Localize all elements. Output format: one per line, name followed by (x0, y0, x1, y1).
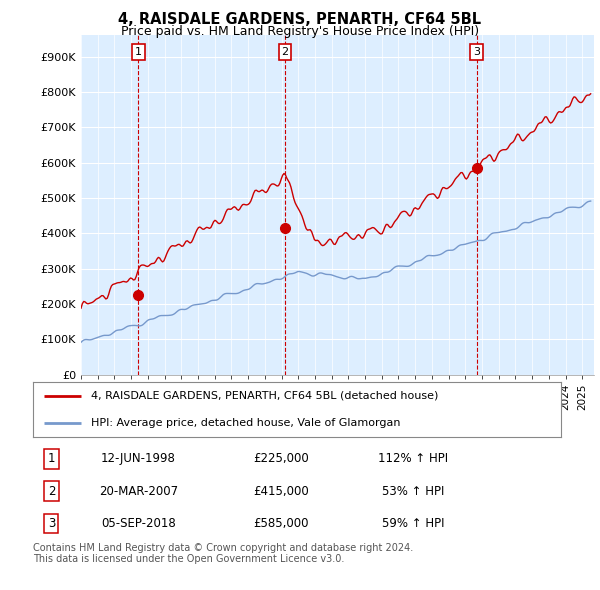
Text: 2: 2 (48, 484, 55, 498)
Text: 4, RAISDALE GARDENS, PENARTH, CF64 5BL (detached house): 4, RAISDALE GARDENS, PENARTH, CF64 5BL (… (91, 391, 439, 401)
Text: HPI: Average price, detached house, Vale of Glamorgan: HPI: Average price, detached house, Vale… (91, 418, 401, 428)
Text: 53% ↑ HPI: 53% ↑ HPI (382, 484, 445, 498)
Text: Contains HM Land Registry data © Crown copyright and database right 2024.
This d: Contains HM Land Registry data © Crown c… (33, 543, 413, 565)
Text: 3: 3 (48, 517, 55, 530)
Text: 3: 3 (473, 47, 480, 57)
Text: 1: 1 (48, 452, 55, 466)
Text: 12-JUN-1998: 12-JUN-1998 (101, 452, 176, 466)
Text: £585,000: £585,000 (253, 517, 309, 530)
Text: 2: 2 (281, 47, 289, 57)
Text: 112% ↑ HPI: 112% ↑ HPI (378, 452, 448, 466)
Text: Price paid vs. HM Land Registry's House Price Index (HPI): Price paid vs. HM Land Registry's House … (121, 25, 479, 38)
Text: 05-SEP-2018: 05-SEP-2018 (101, 517, 176, 530)
Text: 20-MAR-2007: 20-MAR-2007 (99, 484, 178, 498)
Text: £415,000: £415,000 (253, 484, 309, 498)
Text: £225,000: £225,000 (253, 452, 309, 466)
Text: 4, RAISDALE GARDENS, PENARTH, CF64 5BL: 4, RAISDALE GARDENS, PENARTH, CF64 5BL (118, 12, 482, 27)
Text: 1: 1 (135, 47, 142, 57)
Text: 59% ↑ HPI: 59% ↑ HPI (382, 517, 445, 530)
